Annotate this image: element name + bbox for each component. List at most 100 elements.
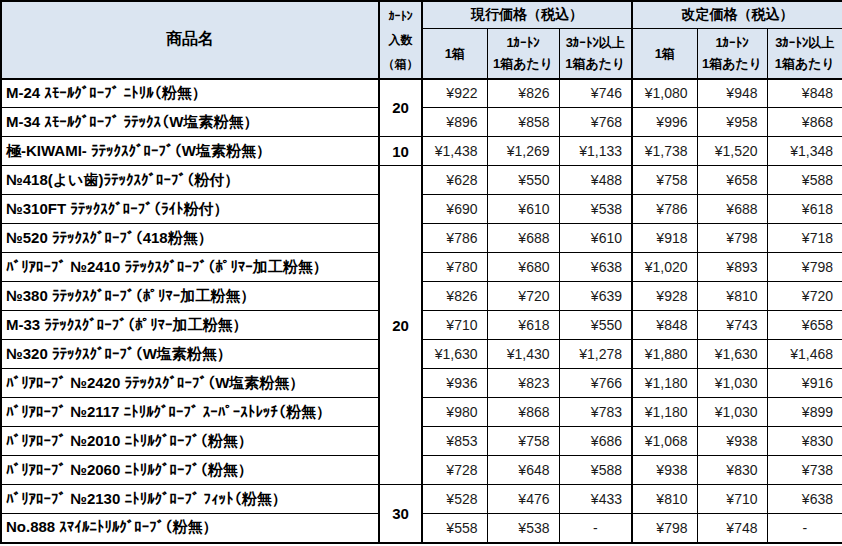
group-header-revised-price: 改定価格（税込） (632, 1, 842, 28)
price-cell: ¥588 (559, 456, 632, 485)
price-cell: ¥618 (487, 311, 559, 340)
price-cell: ¥938 (697, 427, 767, 456)
product-name-cell: ﾊﾞﾘｱﾛｰﾌﾞ №2060 ﾆﾄﾘﾙｸﾞﾛｰﾌﾞ（粉無） (1, 456, 379, 485)
price-cell: ¥848 (632, 311, 697, 340)
table-row: №320 ﾗﾃｯｸｽｸﾞﾛｰﾌﾞ（W塩素粉無） ¥1,630 ¥1,430 ¥1… (1, 340, 842, 369)
price-cell: ¥1,430 (487, 340, 559, 369)
price-cell: ¥830 (767, 427, 842, 456)
price-cell: ¥690 (422, 195, 487, 224)
product-name-cell: M-34 ｽﾓｰﾙｸﾞﾛｰﾌﾞ ﾗﾃｯｸｽ（W塩素粉無） (1, 108, 379, 137)
product-name-cell: ﾊﾞﾘｱﾛｰﾌﾞ №2117 ﾆﾄﾘﾙｸﾞﾛｰﾌﾞ ｽｰﾊﾟｰｽﾄﾚｯﾁ（粉無） (1, 398, 379, 427)
product-name-cell: M-33 ﾗﾃｯｸｽｸﾞﾛｰﾌﾞ（ﾎﾟﾘﾏｰ加工粉無） (1, 311, 379, 340)
price-cell: ¥768 (559, 108, 632, 137)
price-cell: ¥893 (697, 253, 767, 282)
price-cell: ¥688 (487, 224, 559, 253)
price-cell: ¥648 (487, 456, 559, 485)
col-header-carton-qty: ｶｰﾄﾝ 入数 （箱） (379, 1, 422, 79)
price-cell: ¥476 (487, 485, 559, 514)
price-cell: ¥738 (767, 456, 842, 485)
product-name-cell: M-24 ｽﾓｰﾙｸﾞﾛｰﾌﾞ ﾆﾄﾘﾙ（粉無） (1, 79, 379, 108)
table-row: ﾊﾞﾘｱﾛｰﾌﾞ №2130 ﾆﾄﾘﾙｸﾞﾛｰﾌﾞ ﾌｨｯﾄ（粉無） 30 ¥5… (1, 485, 842, 514)
product-name-cell: №418(よい歯)ﾗﾃｯｸｽｸﾞﾛｰﾌﾞ（粉付） (1, 166, 379, 195)
carton-qty-cell: 20 (379, 79, 422, 137)
price-cell: ¥858 (487, 108, 559, 137)
price-cell: ¥948 (697, 79, 767, 108)
price-cell: ¥550 (487, 166, 559, 195)
subheader-revised-per-box: 1箱 (632, 28, 697, 79)
price-cell: ¥1,030 (697, 398, 767, 427)
price-cell: ¥1,738 (632, 137, 697, 166)
table-row: M-33 ﾗﾃｯｸｽｸﾞﾛｰﾌﾞ（ﾎﾟﾘﾏｰ加工粉無） ¥710 ¥618 ¥5… (1, 311, 842, 340)
price-cell: ¥538 (559, 195, 632, 224)
price-cell: ¥748 (697, 514, 767, 543)
price-cell: ¥826 (422, 282, 487, 311)
price-cell: ¥780 (422, 253, 487, 282)
price-cell: ¥710 (697, 485, 767, 514)
table-row: No.888 ｽﾏｲﾙﾆﾄﾘﾙｸﾞﾛｰﾌﾞ（粉無） ¥558 ¥538 - ¥7… (1, 514, 842, 543)
price-cell: ¥610 (487, 195, 559, 224)
price-cell: ¥639 (559, 282, 632, 311)
price-cell: ¥718 (767, 224, 842, 253)
price-cell: ¥1,630 (697, 340, 767, 369)
price-cell: ¥618 (767, 195, 842, 224)
price-cell: ¥823 (487, 369, 559, 398)
price-cell: ¥810 (697, 282, 767, 311)
price-cell: ¥1,080 (632, 79, 697, 108)
price-cell: ¥853 (422, 427, 487, 456)
price-cell: ¥628 (422, 166, 487, 195)
price-cell: ¥720 (487, 282, 559, 311)
product-name-cell: ﾊﾞﾘｱﾛｰﾌﾞ №2410 ﾗﾃｯｸｽｸﾞﾛｰﾌﾞ（ﾎﾟﾘﾏｰ加工粉無） (1, 253, 379, 282)
price-cell: ¥710 (422, 311, 487, 340)
price-cell: ¥488 (559, 166, 632, 195)
table-row: ﾊﾞﾘｱﾛｰﾌﾞ №2420 ﾗﾃｯｸｽｸﾞﾛｰﾌﾞ（W塩素粉無） ¥936 ¥… (1, 369, 842, 398)
table-row: №310FT ﾗﾃｯｸｽｸﾞﾛｰﾌﾞ（ﾗｲﾄ粉付） ¥690 ¥610 ¥538… (1, 195, 842, 224)
price-cell: - (559, 514, 632, 543)
price-cell: ¥638 (559, 253, 632, 282)
product-name-cell: ﾊﾞﾘｱﾛｰﾌﾞ №2420 ﾗﾃｯｸｽｸﾞﾛｰﾌﾞ（W塩素粉無） (1, 369, 379, 398)
price-cell: ¥958 (697, 108, 767, 137)
product-name-cell: №520 ﾗﾃｯｸｽｸﾞﾛｰﾌﾞ（418粉無） (1, 224, 379, 253)
price-cell: ¥688 (697, 195, 767, 224)
price-cell: ¥868 (487, 398, 559, 427)
price-cell: ¥766 (559, 369, 632, 398)
product-name-cell: No.888 ｽﾏｲﾙﾆﾄﾘﾙｸﾞﾛｰﾌﾞ（粉無） (1, 514, 379, 543)
price-cell: ¥550 (559, 311, 632, 340)
table-row: ﾊﾞﾘｱﾛｰﾌﾞ №2117 ﾆﾄﾘﾙｸﾞﾛｰﾌﾞ ｽｰﾊﾟｰｽﾄﾚｯﾁ（粉無）… (1, 398, 842, 427)
price-cell: ¥1,348 (767, 137, 842, 166)
col-header-product-name: 商品名 (1, 1, 379, 79)
price-cell: ¥936 (422, 369, 487, 398)
price-cell: ¥1,520 (697, 137, 767, 166)
carton-qty-cell: 20 (379, 166, 422, 485)
price-cell: ¥848 (767, 79, 842, 108)
price-cell: ¥720 (767, 282, 842, 311)
price-cell: ¥928 (632, 282, 697, 311)
price-cell: ¥658 (767, 311, 842, 340)
price-cell: ¥680 (487, 253, 559, 282)
product-name-cell: 極-KIWAMI- ﾗﾃｯｸｽｸﾞﾛｰﾌﾞ（W塩素粉無） (1, 137, 379, 166)
price-cell: ¥1,030 (697, 369, 767, 398)
carton-qty-cell: 10 (379, 137, 422, 166)
price-cell: ¥980 (422, 398, 487, 427)
subheader-revised-per-carton: 1ｶｰﾄﾝ1箱あたり (697, 28, 767, 79)
price-cell: ¥830 (697, 456, 767, 485)
price-cell: ¥1,880 (632, 340, 697, 369)
price-cell: ¥658 (697, 166, 767, 195)
price-cell: ¥1,468 (767, 340, 842, 369)
product-name-cell: №310FT ﾗﾃｯｸｽｸﾞﾛｰﾌﾞ（ﾗｲﾄ粉付） (1, 195, 379, 224)
price-cell: ¥610 (559, 224, 632, 253)
subheader-current-3carton-plus: 3ｶｰﾄﾝ以上1箱あたり (559, 28, 632, 79)
price-cell: ¥916 (767, 369, 842, 398)
price-cell: ¥528 (422, 485, 487, 514)
price-cell: ¥826 (487, 79, 559, 108)
product-name-cell: №320 ﾗﾃｯｸｽｸﾞﾛｰﾌﾞ（W塩素粉無） (1, 340, 379, 369)
price-cell: ¥896 (422, 108, 487, 137)
price-cell: ¥558 (422, 514, 487, 543)
price-cell: ¥868 (767, 108, 842, 137)
price-list-sheet: 商品名 ｶｰﾄﾝ 入数 （箱） 現行価格（税込） 改定価格（税込） 1箱 1ｶｰ… (0, 0, 842, 546)
carton-qty-cell: 30 (379, 485, 422, 543)
subheader-revised-3carton-plus: 3ｶｰﾄﾝ以上1箱あたり (767, 28, 842, 79)
price-cell: ¥433 (559, 485, 632, 514)
product-name-cell: №380 ﾗﾃｯｸｽｸﾞﾛｰﾌﾞ（ﾎﾟﾘﾏｰ加工粉無） (1, 282, 379, 311)
price-cell: ¥746 (559, 79, 632, 108)
price-cell: ¥1,068 (632, 427, 697, 456)
